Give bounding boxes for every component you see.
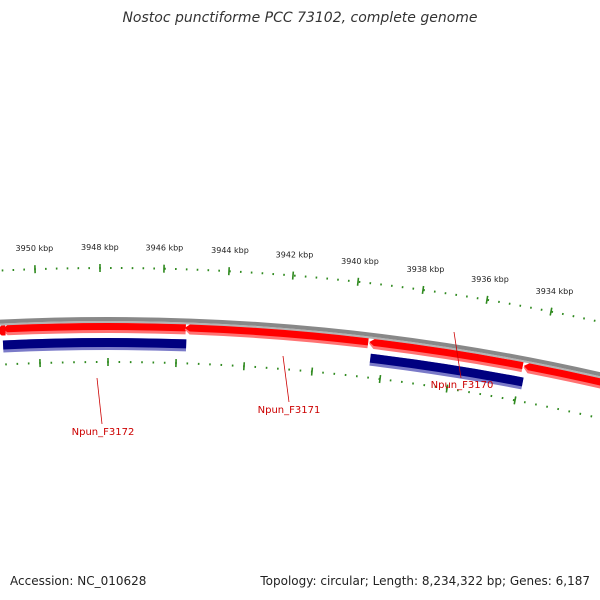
scale-label: 3942 kbp: [276, 251, 314, 260]
genome-backbone: [0, 317, 600, 379]
cds-bars: [2, 337, 524, 390]
outer-scale-ticks: [1, 264, 596, 322]
scale-label: 3936 kbp: [471, 275, 509, 284]
major-tick: [310, 367, 314, 376]
backbone-shadow: [0, 321, 600, 379]
gene-arrow-partial[interactable]: [0, 325, 6, 336]
scale-label: 3934 kbp: [536, 287, 574, 296]
scale-label: 3938 kbp: [407, 265, 445, 274]
scale-label: 3950 kbp: [16, 244, 54, 253]
genome-title: Nostoc punctiforme PCC 73102, complete g…: [122, 10, 478, 26]
gene-arrow[interactable]: [523, 363, 600, 387]
scale-label: 3948 kbp: [81, 243, 119, 252]
accession-text: Accession: NC_010628: [10, 574, 147, 588]
gene-leader-line: [282, 355, 290, 403]
major-tick: [291, 271, 295, 280]
gene-arrow[interactable]: [369, 339, 524, 370]
major-tick: [513, 396, 517, 405]
cds-bar[interactable]: [369, 353, 524, 387]
gene-label[interactable]: Npun_F3172: [72, 427, 135, 438]
gene-arrows: [0, 323, 600, 389]
major-tick: [445, 384, 449, 393]
gene-arrow[interactable]: [184, 324, 369, 346]
major-tick: [356, 277, 360, 286]
major-tick: [378, 374, 382, 384]
cds-bar[interactable]: [2, 337, 187, 350]
scale-label: 3946 kbp: [146, 244, 184, 253]
gene-label[interactable]: Npun_F3171: [258, 405, 321, 416]
outer-scale-labels: 3950 kbp 3948 kbp 3946 kbp 3944 kbp 3942 kbp…: [16, 243, 574, 296]
gene-label[interactable]: Npun_F3170: [431, 380, 494, 391]
gene-leader-line: [96, 377, 103, 425]
gene-leader-line: [453, 331, 462, 379]
major-tick: [421, 285, 425, 295]
major-tick: [549, 307, 553, 316]
gene-arrow[interactable]: [2, 323, 186, 333]
scale-label: 3940 kbp: [341, 257, 379, 266]
inner-scale-ticks: [5, 358, 593, 418]
genome-summary-text: Topology: circular; Length: 8,234,322 bp…: [260, 574, 590, 588]
major-tick: [485, 295, 489, 304]
backbone-line: [0, 317, 600, 377]
gene-labels: Npun_F3172 Npun_F3171 Npun_F3170: [72, 331, 494, 438]
scale-label: 3944 kbp: [211, 246, 249, 255]
